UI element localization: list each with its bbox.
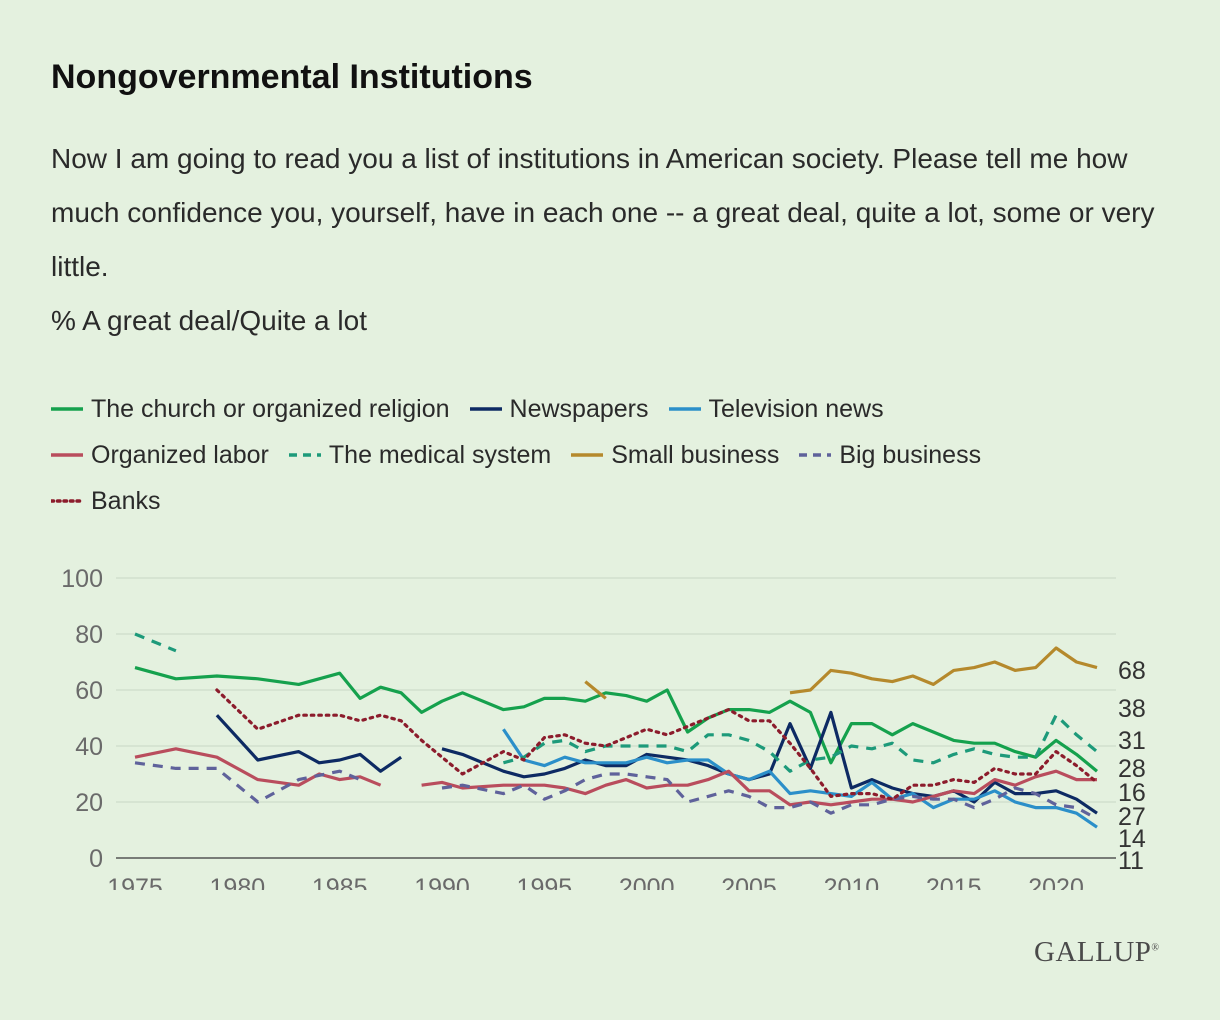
legend-label-medical-system: The medical system xyxy=(328,440,552,469)
legend-swatch-church xyxy=(51,407,83,411)
x-tick-label: 1990 xyxy=(414,874,470,890)
legend-row: Banks xyxy=(51,478,1181,524)
legend-swatch-medical-system xyxy=(288,453,321,457)
series-line-1 xyxy=(134,666,1099,773)
end-value-label: 16 xyxy=(1118,779,1146,807)
series-line-2 xyxy=(215,710,1098,815)
y-tick-label: 0 xyxy=(89,845,103,873)
y-tick-label: 20 xyxy=(75,789,103,817)
legend-label-organized-labor: Organized labor xyxy=(91,440,269,469)
logo-text: GALLUP xyxy=(1034,936,1152,968)
series-line-6 xyxy=(584,646,1098,700)
x-tick-label: 1980 xyxy=(210,874,266,890)
y-tick-label: 80 xyxy=(75,621,103,649)
chart-subtitle: Now I am going to read you a list of ins… xyxy=(51,143,1155,282)
legend-item-newspapers: Newspapers xyxy=(469,394,649,424)
legend-label-banks: Banks xyxy=(91,486,161,515)
legend-label-church: The church or organized religion xyxy=(91,394,450,423)
series-line-3 xyxy=(502,728,1098,829)
x-tick-label: 1975 xyxy=(107,874,163,890)
end-value-label: 68 xyxy=(1118,657,1146,685)
legend-row: The church or organized religion Newspap… xyxy=(51,386,1181,432)
legend-item-organized-labor: Organized labor xyxy=(51,441,269,470)
y-tick-label: 40 xyxy=(75,733,103,761)
legend-label-television-news: Television news xyxy=(708,394,884,423)
legend-label-newspapers: Newspapers xyxy=(509,394,649,423)
legend-swatch-organized-labor xyxy=(51,453,83,457)
series-line-7 xyxy=(134,761,1098,821)
x-tick-label: 2005 xyxy=(721,874,777,890)
legend-swatch-big-business xyxy=(799,453,832,457)
line-chart: 0 20 40 60 80 100 1975 1980 1985 1990 1995 2000 2005… xyxy=(61,565,1146,890)
legend-swatch-newspapers xyxy=(469,407,502,411)
legend-item-small-business: Small business xyxy=(571,441,779,470)
gallup-logo: GALLUP® xyxy=(1034,936,1160,968)
legend-swatch-small-business xyxy=(571,453,604,457)
legend-item-church: The church or organized religion xyxy=(51,395,450,424)
end-value-label: 38 xyxy=(1118,695,1146,723)
end-value-label: 11 xyxy=(1118,847,1144,875)
x-tick-label: 2000 xyxy=(619,874,675,890)
x-tick-label: 2020 xyxy=(1028,874,1084,890)
legend-label-small-business: Small business xyxy=(611,440,780,469)
x-tick-label: 2015 xyxy=(926,874,982,890)
y-tick-label: 100 xyxy=(61,565,103,593)
legend-swatch-television-news xyxy=(668,407,701,411)
legend-row: Organized labor The medical system Small… xyxy=(51,432,1181,478)
end-value-label: 31 xyxy=(1118,727,1146,755)
end-value-label: 14 xyxy=(1118,825,1146,853)
legend: The church or organized religion Newspap… xyxy=(51,386,1181,524)
end-value-label: 28 xyxy=(1118,755,1146,783)
x-tick-label: 1985 xyxy=(312,874,368,890)
measure-label: % A great deal/Quite a lot xyxy=(51,305,367,336)
legend-item-television-news: Television news xyxy=(668,394,884,424)
x-tick-label: 2010 xyxy=(824,874,880,890)
legend-item-big-business: Big business xyxy=(799,441,981,470)
legend-item-medical-system: The medical system xyxy=(288,440,552,470)
legend-label-big-business: Big business xyxy=(839,440,982,469)
series-line-5 xyxy=(134,632,1099,773)
x-tick-label: 1995 xyxy=(517,874,573,890)
end-value-label: 27 xyxy=(1118,803,1146,831)
legend-item-banks: Banks xyxy=(51,487,160,516)
series-line-8 xyxy=(215,688,1099,801)
legend-swatch-banks xyxy=(51,499,83,503)
y-tick-label: 60 xyxy=(75,677,103,705)
chart-title: Nongovernmental Institutions xyxy=(51,58,533,96)
